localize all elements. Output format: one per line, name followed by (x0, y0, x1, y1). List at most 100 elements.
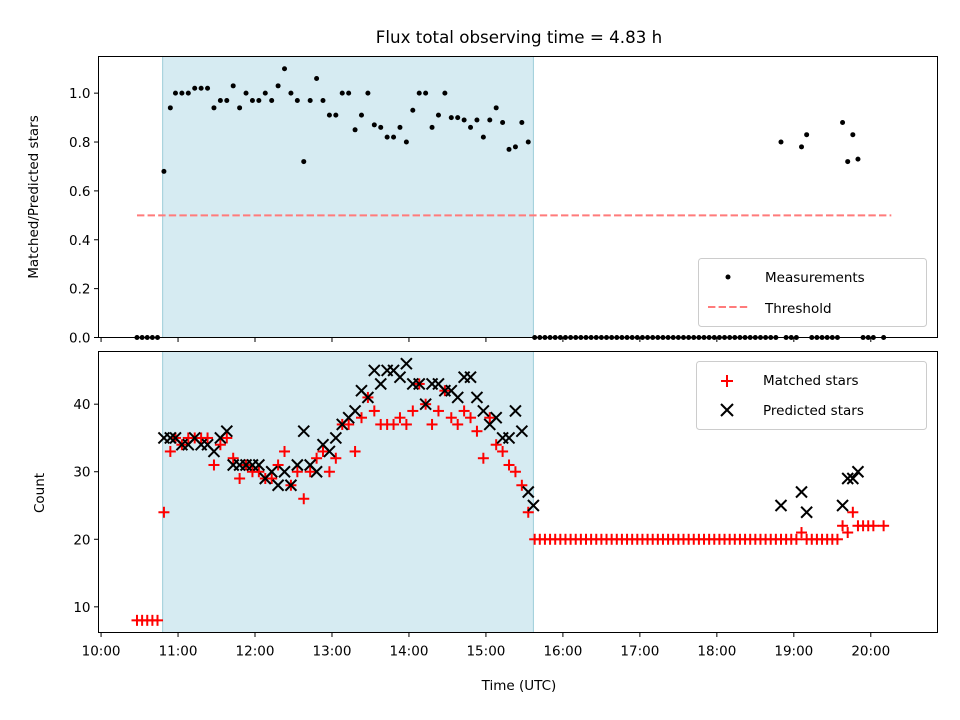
measurement-point (326, 112, 332, 118)
predicted-star-point (795, 485, 808, 499)
measurement-point (493, 105, 499, 111)
bottom-y-tick-label: 20 (73, 532, 90, 548)
predicted-stars-points (157, 357, 865, 519)
x-tick-label: 14:00 (390, 644, 429, 660)
matched-star-point (158, 506, 170, 518)
matched-star-point (458, 405, 470, 417)
matched-star-point (323, 466, 335, 478)
predicted-star-point (368, 364, 381, 377)
matched-star-point (490, 439, 502, 451)
legend-matched-label: Matched stars (763, 373, 859, 389)
predicted-star-point (374, 377, 387, 391)
measurement-point (442, 90, 448, 96)
legend-matched-marker (721, 375, 733, 387)
measurement-point (778, 139, 784, 145)
predicted-star-point (489, 411, 503, 424)
measurement-point (455, 115, 461, 121)
measurement-point (378, 124, 384, 130)
matched-star-point (484, 412, 496, 424)
measurement-point (198, 85, 204, 91)
predicted-star-point (800, 506, 813, 519)
x-tick-label: 11:00 (159, 644, 198, 660)
matched-star-point (867, 520, 879, 532)
measurement-point (487, 117, 493, 123)
measurement-point (358, 112, 364, 118)
matched-star-point (497, 445, 509, 457)
measurement-point (269, 97, 275, 103)
predicted-star-point (361, 391, 375, 404)
matched-star-point (503, 459, 515, 471)
measurement-point (172, 90, 178, 96)
measurement-point (185, 90, 191, 96)
predicted-star-point (393, 370, 407, 384)
matched-star-point (349, 445, 361, 457)
predicted-star-point (310, 465, 323, 478)
matched-star-point (842, 527, 854, 539)
matched-star-point (522, 506, 534, 518)
matched-star-point (291, 466, 303, 478)
matched-star-point (272, 459, 284, 471)
measurement-point (397, 124, 403, 130)
measurement-point (346, 90, 352, 96)
top-legend-box (698, 258, 927, 327)
measurement-point (230, 83, 236, 89)
x-tick-label: 19:00 (774, 644, 813, 660)
observing-span-bottom (162, 351, 534, 633)
matched-star-point (878, 520, 890, 532)
matched-star-point (400, 418, 412, 430)
top-panel: Flux total observing time = 4.83 h 0.00.… (26, 27, 938, 347)
legend-predicted-marker (720, 403, 734, 417)
measurement-point (804, 132, 810, 138)
bottom-y-axis-label: Count (32, 473, 48, 513)
predicted-star-point (451, 391, 464, 404)
predicted-star-point (265, 465, 278, 478)
measurement-point (468, 124, 474, 130)
predicted-star-point (841, 472, 854, 485)
measurement-point (371, 122, 377, 128)
measurement-point (243, 90, 249, 96)
bottom-axes-frame (98, 351, 938, 633)
matched-star-point (477, 452, 489, 464)
predicted-star-point (252, 458, 266, 472)
measurement-point (161, 168, 167, 174)
predicted-star-point (522, 485, 535, 499)
measurement-point (403, 139, 409, 145)
predicted-star-point (413, 377, 426, 391)
measurement-point (525, 139, 531, 145)
matched-star-point (266, 472, 278, 484)
predicted-star-point (502, 431, 516, 445)
predicted-star-point (477, 404, 490, 418)
x-tick-label: 20:00 (851, 644, 890, 660)
measurement-point (167, 105, 173, 111)
predicted-star-point (846, 472, 860, 485)
top-axes-frame (98, 56, 938, 338)
matched-star-point (355, 412, 367, 424)
matched-star-point (509, 466, 521, 478)
predicted-star-point (207, 445, 221, 458)
matched-star-point (796, 527, 808, 539)
matched-star-point (790, 533, 802, 545)
measurement-point (192, 85, 198, 91)
matched-star-point (304, 466, 316, 478)
matched-star-point (164, 445, 176, 457)
matched-star-point (516, 479, 528, 491)
bottom-x-axis: 10:00 11:00 12:00 13:00 14:00 15:00 16:00 17:00… (82, 632, 890, 660)
matched-star-point (234, 472, 246, 484)
measurement-point (249, 97, 255, 103)
matched-star-point (298, 493, 310, 505)
bottom-y-tick-label: 10 (73, 600, 90, 616)
measurement-point (391, 134, 397, 140)
matched-star-point (831, 533, 843, 545)
measurement-point (211, 105, 217, 111)
matched-star-point (279, 445, 291, 457)
measurement-point (799, 144, 805, 150)
top-x-ticks (100, 337, 872, 342)
matched-star-point (426, 418, 438, 430)
matched-star-point (343, 418, 355, 430)
measurement-point (435, 112, 441, 118)
predicted-star-point (291, 458, 304, 472)
top-y-axis-label: Matched/Predicted stars (26, 115, 42, 278)
x-tick-label: 12:00 (236, 644, 275, 660)
